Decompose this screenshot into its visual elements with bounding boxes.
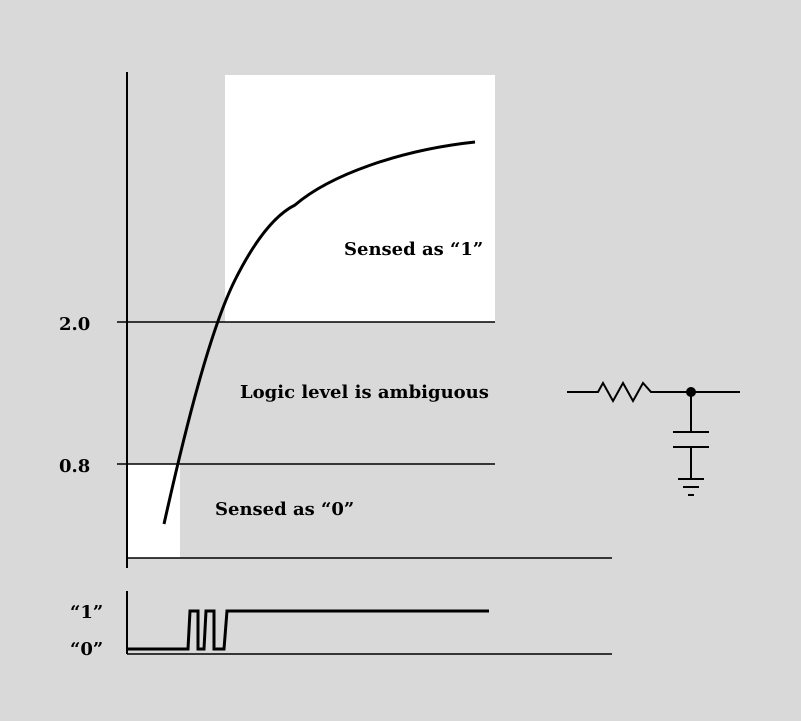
digital-waveform <box>127 609 489 651</box>
threshold-label-low: 0.8 <box>59 456 90 477</box>
sensed-zero-region <box>127 464 180 558</box>
digital-label-one: “1” <box>70 602 103 623</box>
circuit-junction-dot <box>686 387 696 397</box>
digital-label-zero: “0” <box>70 639 103 660</box>
threshold-label-high: 2.0 <box>59 314 90 335</box>
label-sensed-zero: Sensed as “0” <box>215 499 354 520</box>
sensed-one-region <box>225 75 495 322</box>
rc-low-pass-filter-icon <box>567 380 740 496</box>
label-sensed-one: Sensed as “1” <box>344 239 483 260</box>
voltage-curve <box>162 140 476 525</box>
label-ambiguous: Logic level is ambiguous <box>240 382 489 403</box>
